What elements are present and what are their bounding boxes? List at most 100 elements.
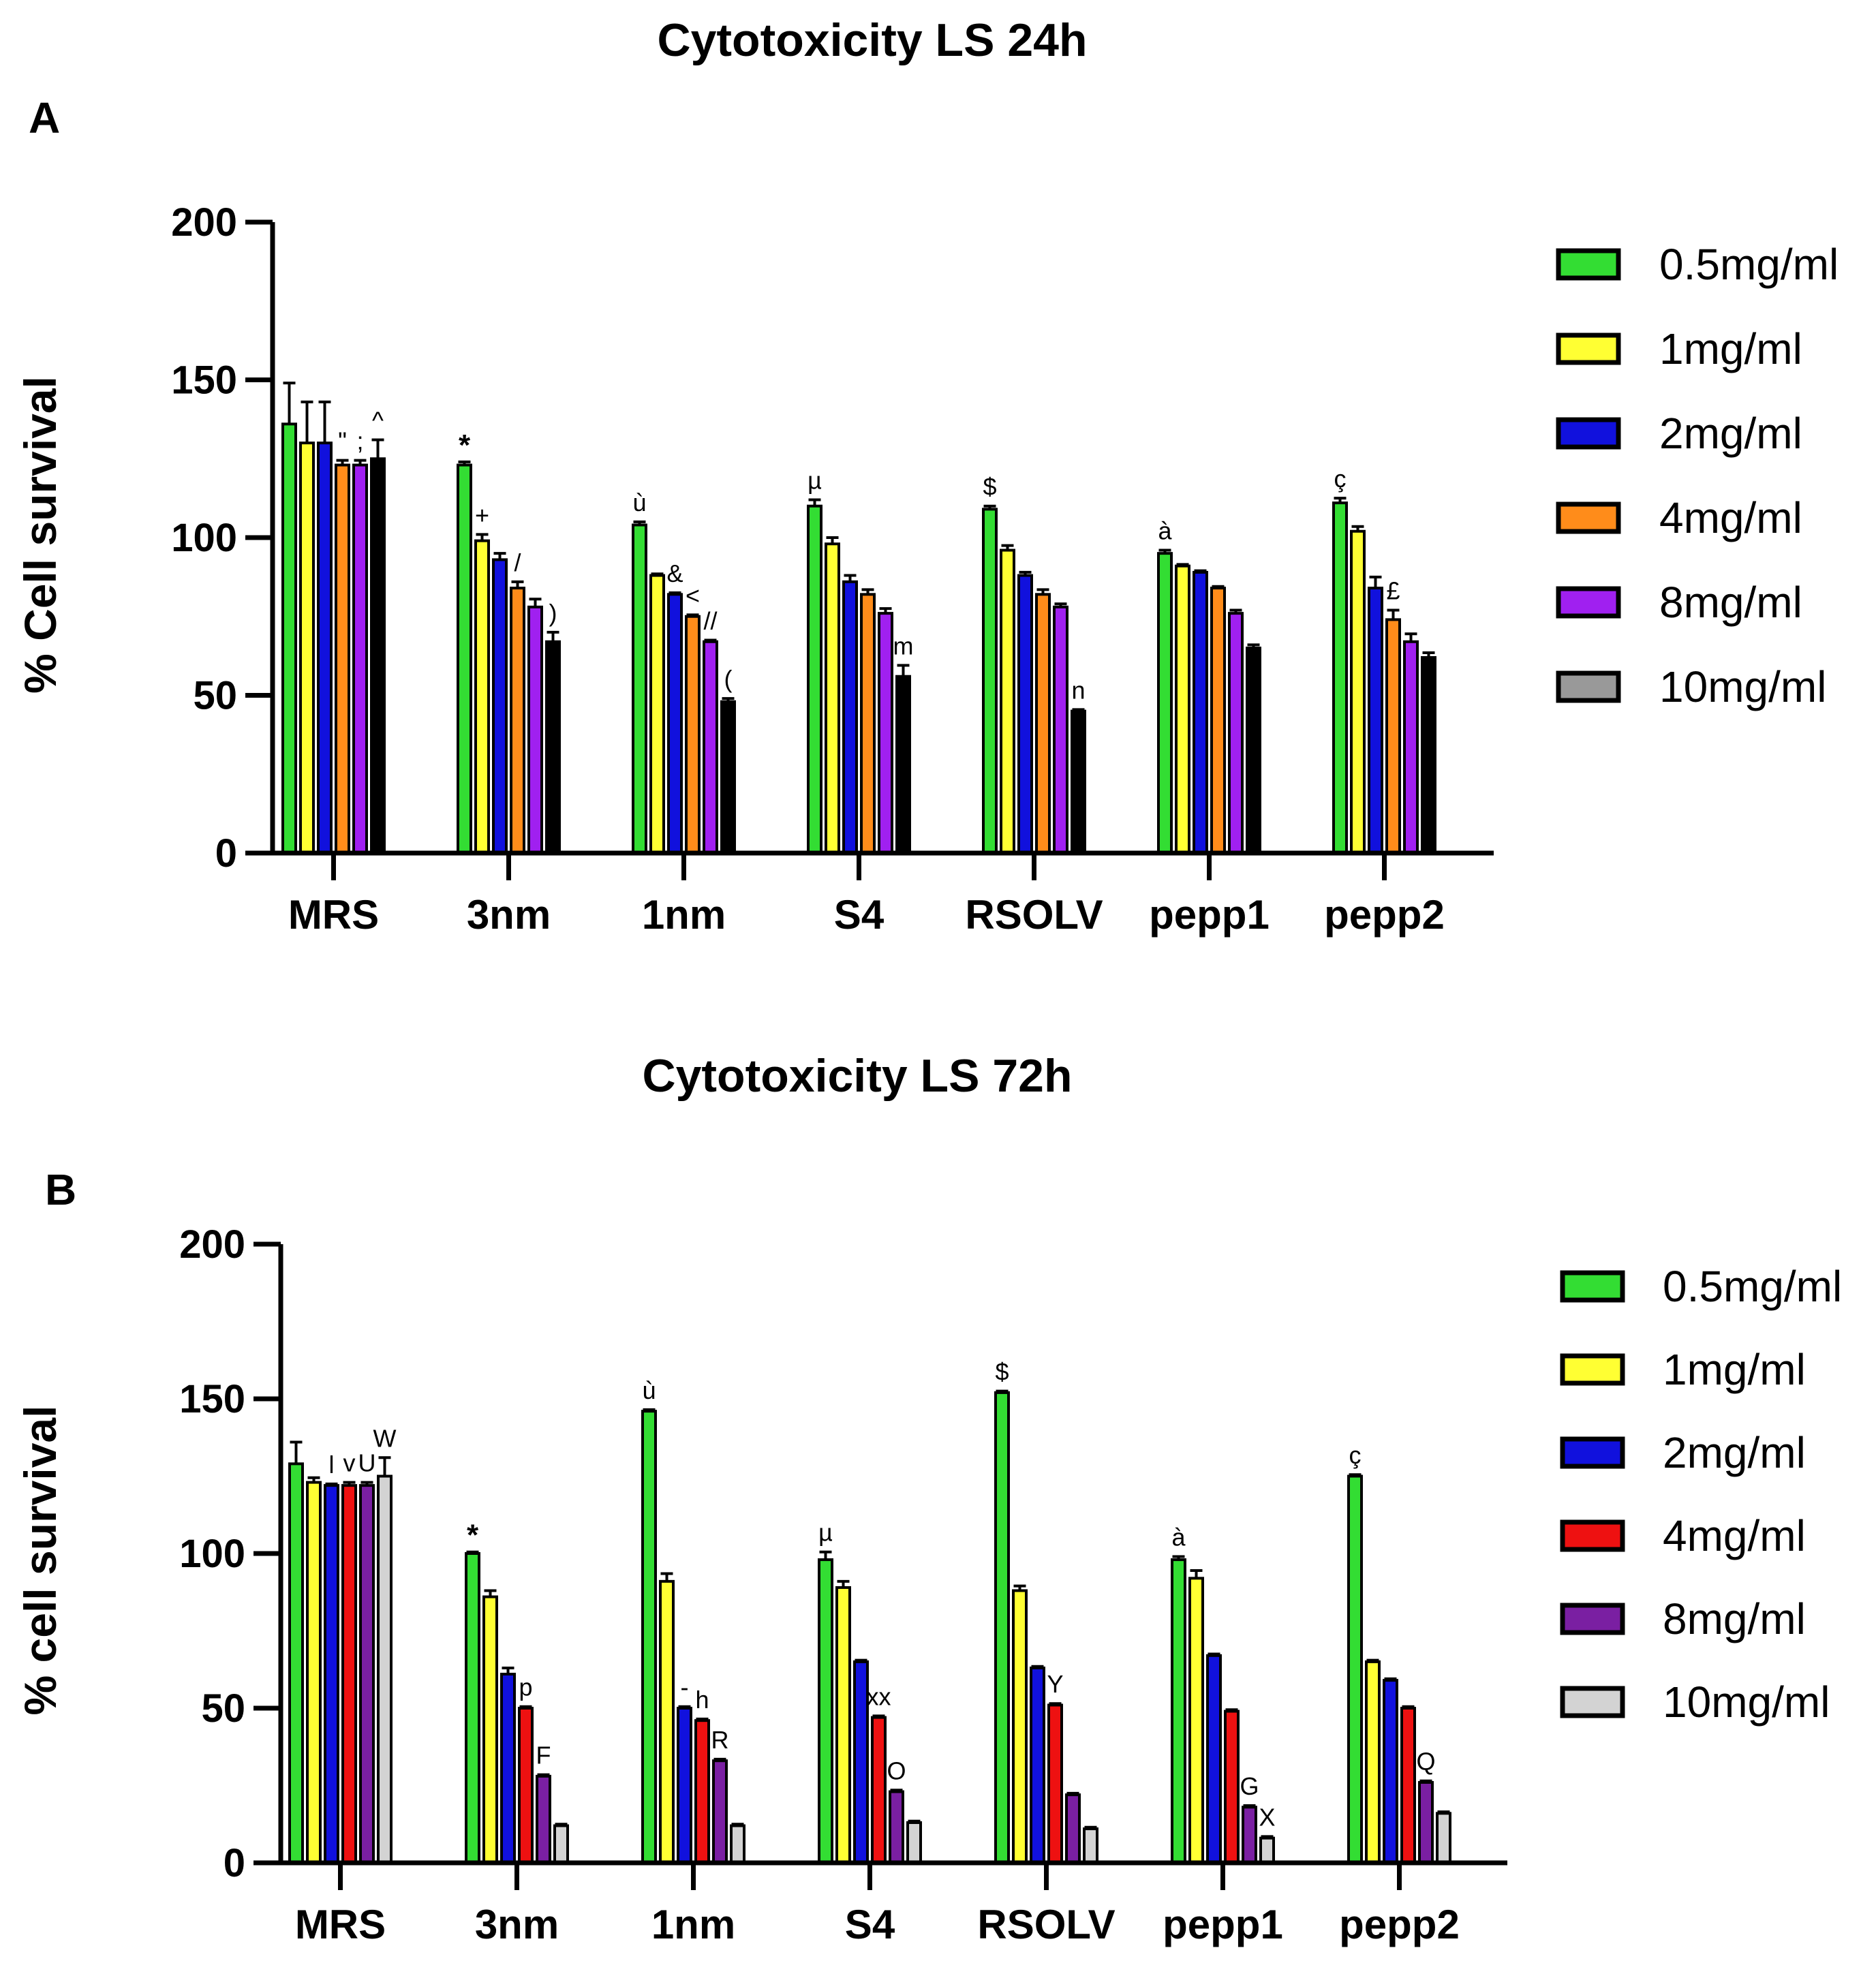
chart-b-y-tick-label: 100 (179, 1532, 245, 1576)
chart-a-bar (317, 442, 333, 854)
chart-a-bar (842, 580, 858, 854)
chart-a-annotation: // (703, 606, 717, 634)
chart-a-bar (474, 539, 490, 854)
chart-a-legend-swatch (1556, 670, 1621, 703)
chart-b-bar (377, 1474, 393, 1864)
chart-a-bar (982, 508, 998, 855)
chart-a-legend-swatch (1556, 248, 1621, 281)
chart-a-bar (1000, 548, 1015, 855)
chart-b-annotation: R (711, 1726, 729, 1754)
chart-a-legend-label: 1mg/ml (1659, 324, 1802, 373)
chart-b-x-tick-label: RSOLV (977, 1902, 1115, 1947)
chart-a-bar (720, 700, 736, 855)
chart-b-x-tick-label: 1nm (651, 1902, 735, 1947)
chart-a-bar (649, 574, 665, 854)
chart-b-x-tick-label: pepp2 (1339, 1902, 1460, 1947)
chart-a-x-tick-label: pepp2 (1324, 892, 1445, 938)
chart-b-bar (694, 1719, 710, 1864)
chart-a-annotation: ) (549, 599, 557, 627)
chart-a-bar (632, 523, 647, 854)
chart-a-annotation: ù (632, 489, 646, 516)
chart-a-legend-label: 10mg/ml (1659, 662, 1826, 711)
chart-b-legend-swatch (1560, 1270, 1625, 1303)
chart-a-bar (1071, 709, 1086, 855)
chart-b-annotation: Q (1416, 1748, 1435, 1776)
chart-a-bar (1053, 605, 1068, 854)
chart-b-x-tick-label: pepp1 (1163, 1902, 1283, 1947)
chart-b-x-tick-label: MRS (295, 1902, 386, 1947)
chart-b-annotation: h (695, 1686, 709, 1714)
chart-b-plot: l v UW * p Fù -hRµ xx O $ Yà GXç Q 0 50 100 150 200 MRS 3nm… (179, 1222, 1507, 1947)
chart-a-bar (492, 558, 508, 854)
chart-b-annotation: W (373, 1424, 397, 1452)
chart-b-x-tick-label: 3nm (475, 1902, 559, 1947)
chart-b-annotation: $ (995, 1358, 1009, 1386)
chart-b-legend-label: 0.5mg/ml (1663, 1262, 1842, 1311)
chart-b-y-axis-label: % cell survival (15, 1406, 65, 1716)
chart-a-annotation: $ (983, 473, 996, 501)
chart-b-bar (1083, 1827, 1098, 1865)
chart-a-bar (1368, 587, 1383, 855)
chart-b-legend-label: 10mg/ml (1663, 1678, 1830, 1727)
chart-b-legend-label: 2mg/ml (1663, 1428, 1806, 1477)
chart-a-annotation: " (338, 427, 347, 455)
chart-a-panel-label: A (29, 93, 60, 142)
chart-b-annotation: * (467, 1519, 479, 1552)
chart-b-annotation: - (681, 1673, 689, 1701)
chart-a-annotation: & (666, 559, 683, 587)
chart-a-legend-label: 4mg/ml (1659, 493, 1802, 542)
chart-b-bar (871, 1716, 887, 1865)
chart-a-bar (1157, 552, 1173, 855)
chart-b-bar (288, 1462, 304, 1865)
chart-a-plot: " ; ^ * + /) ù &<// (µ m $ n à ç £0 50 100 150 200 MRS 3nm 1n… (171, 200, 1494, 938)
chart-a-bar (1246, 647, 1261, 854)
chart-a-annotation: à (1158, 517, 1172, 545)
chart-a-bar (545, 640, 561, 854)
chart-b-legend-swatch (1560, 1603, 1625, 1635)
chart-b-bar (1400, 1707, 1416, 1864)
chart-a-y-tick-label: 100 (171, 516, 237, 560)
chart-a-bar (1385, 618, 1401, 854)
chart-a-bar (1210, 587, 1226, 855)
chart-a-bar (335, 463, 350, 854)
chart-a-annotation: µ (808, 466, 822, 494)
chart-b-y-tick-label: 0 (224, 1841, 245, 1885)
chart-a-x-tick-label: 3nm (467, 892, 551, 938)
chart-a-bar (1193, 570, 1208, 854)
chart-b-annotation: F (536, 1742, 551, 1769)
chart-b-bar (553, 1824, 569, 1865)
chart-b-annotation: l (329, 1451, 335, 1479)
chart-b-bar (1206, 1654, 1222, 1865)
chart-a-annotation: n (1071, 676, 1085, 704)
chart-a-x-tick-label: RSOLV (965, 892, 1103, 938)
chart-b-bar (359, 1484, 375, 1865)
chart-b-bar (712, 1759, 728, 1864)
chart-b-legend: 0.5mg/ml 1mg/ml 2mg/ml 4mg/ml 8mg/ml 10mg/ml (1560, 1262, 1842, 1727)
chart-a-y-axis-label: % Cell survival (15, 376, 65, 694)
chart-b-bar (1224, 1710, 1240, 1865)
chart-b-bar (1418, 1780, 1434, 1864)
chart-b-legend-swatch (1560, 1686, 1625, 1718)
chart-a-bar (510, 587, 525, 855)
chart-b-bar (906, 1821, 922, 1864)
chart-b-bar (518, 1707, 534, 1864)
chart-a-legend-swatch (1556, 333, 1621, 365)
chart-a-annotation: m (893, 632, 914, 660)
chart-a-bar (878, 612, 893, 854)
chart-a-bar (860, 593, 876, 855)
chart-b-legend-label: 8mg/ml (1663, 1594, 1806, 1643)
chart-a-bar (457, 463, 472, 854)
chart-b-annotation: U (358, 1449, 376, 1477)
chart-b-annotation: G (1240, 1772, 1259, 1800)
chart-b-y-tick-label: 200 (179, 1222, 245, 1267)
chart-b-bar (889, 1790, 904, 1865)
chart-b-panel-label: B (45, 1165, 76, 1214)
chart-a-bar (1403, 640, 1419, 854)
chart-b-bar (465, 1552, 480, 1864)
chart-b-x-tick-label: S4 (845, 1902, 895, 1947)
chart-a-bar (685, 615, 701, 854)
chart-a-x-tick-label: 1nm (642, 892, 726, 938)
chart-b-legend-label: 1mg/ml (1663, 1345, 1806, 1394)
chart-a-legend-label: 8mg/ml (1659, 578, 1802, 627)
